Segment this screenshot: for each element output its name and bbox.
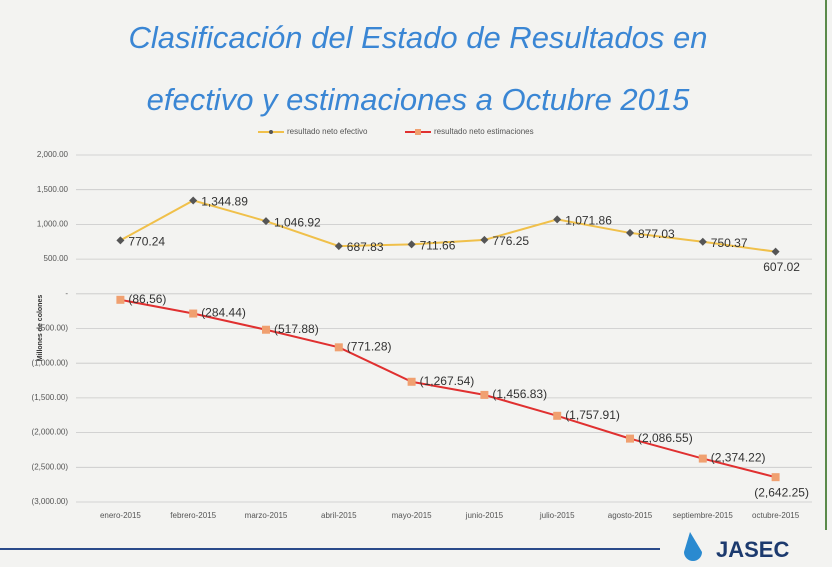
marker (334, 242, 343, 251)
marker (116, 295, 125, 304)
y-tick-label: (1,000.00) (32, 358, 69, 367)
x-tick-label: octubre-2015 (752, 511, 800, 520)
y-tick-label: 2,000.00 (37, 150, 69, 159)
data-label: 750.37 (711, 236, 748, 250)
data-label: (1,267.54) (420, 374, 475, 388)
x-tick-label: agosto-2015 (608, 511, 653, 520)
y-tick-label: - (65, 289, 68, 298)
y-tick-label: (500.00) (38, 324, 68, 333)
marker (553, 215, 562, 224)
x-tick-label: junio-2015 (465, 511, 504, 520)
data-label: 776.25 (492, 234, 529, 248)
logo-text: JASEC (716, 537, 789, 562)
y-tick-label: (1,500.00) (32, 393, 69, 402)
data-label: (2,086.55) (638, 431, 693, 445)
marker (480, 235, 489, 244)
marker (771, 247, 780, 256)
data-label: (1,757.91) (565, 408, 620, 422)
legend-label: resultado neto estimaciones (434, 127, 534, 136)
series-line (119, 199, 776, 253)
y-tick-label: 1,500.00 (37, 185, 69, 194)
data-label: 687.83 (347, 240, 384, 254)
data-label: 877.03 (638, 227, 675, 241)
marker (480, 390, 489, 399)
y-tick-label: (2,000.00) (32, 428, 69, 437)
marker (698, 454, 707, 463)
series-line (120, 298, 776, 479)
legend-label: resultado neto efectivo (287, 127, 368, 136)
x-tick-label: febrero-2015 (170, 511, 216, 520)
data-label: (771.28) (347, 339, 392, 353)
legend-marker (415, 129, 421, 135)
legend-marker (269, 130, 273, 134)
x-tick-label: enero-2015 (100, 511, 141, 520)
marker (334, 343, 343, 352)
marker (553, 411, 562, 420)
data-label: 1,046.92 (274, 215, 321, 229)
data-label: (2,374.22) (711, 451, 766, 465)
marker (262, 217, 270, 226)
y-tick-label: (2,500.00) (32, 462, 69, 471)
marker (771, 473, 780, 482)
marker (407, 377, 416, 386)
marker (626, 228, 634, 237)
data-label: 711.66 (420, 239, 456, 253)
data-label: (2,642.25) (754, 485, 809, 499)
marker (407, 240, 416, 249)
y-tick-label: 1,000.00 (37, 220, 69, 229)
marker (262, 325, 270, 334)
data-label: (86,56) (128, 292, 166, 306)
x-tick-label: septiembre-2015 (673, 511, 734, 520)
marker (189, 196, 198, 205)
y-tick-label: 500.00 (44, 254, 69, 263)
y-axis-label: Millones de colones (37, 295, 44, 362)
y-tick-label: (3,000.00) (32, 497, 69, 506)
logo-drop (684, 532, 702, 561)
data-label: 770.24 (128, 235, 165, 249)
data-label: (284.44) (201, 306, 246, 320)
x-tick-label: mayo-2015 (392, 511, 433, 520)
marker (698, 237, 707, 246)
data-label: (517.88) (274, 322, 319, 336)
chart-title: efectivo y estimaciones a Octubre 2015 (147, 82, 691, 117)
data-label: 607.02 (763, 260, 800, 274)
data-label: 1,071.86 (565, 214, 612, 228)
data-label: 1,344.89 (201, 195, 248, 209)
marker (116, 236, 125, 245)
x-tick-label: julio-2015 (539, 511, 575, 520)
data-label: (1,456.83) (492, 387, 547, 401)
marker (189, 309, 198, 318)
marker (626, 434, 634, 443)
x-tick-label: marzo-2015 (245, 511, 288, 520)
x-tick-label: abril-2015 (321, 511, 357, 520)
chart-title: Clasificación del Estado de Resultados e… (128, 20, 707, 55)
